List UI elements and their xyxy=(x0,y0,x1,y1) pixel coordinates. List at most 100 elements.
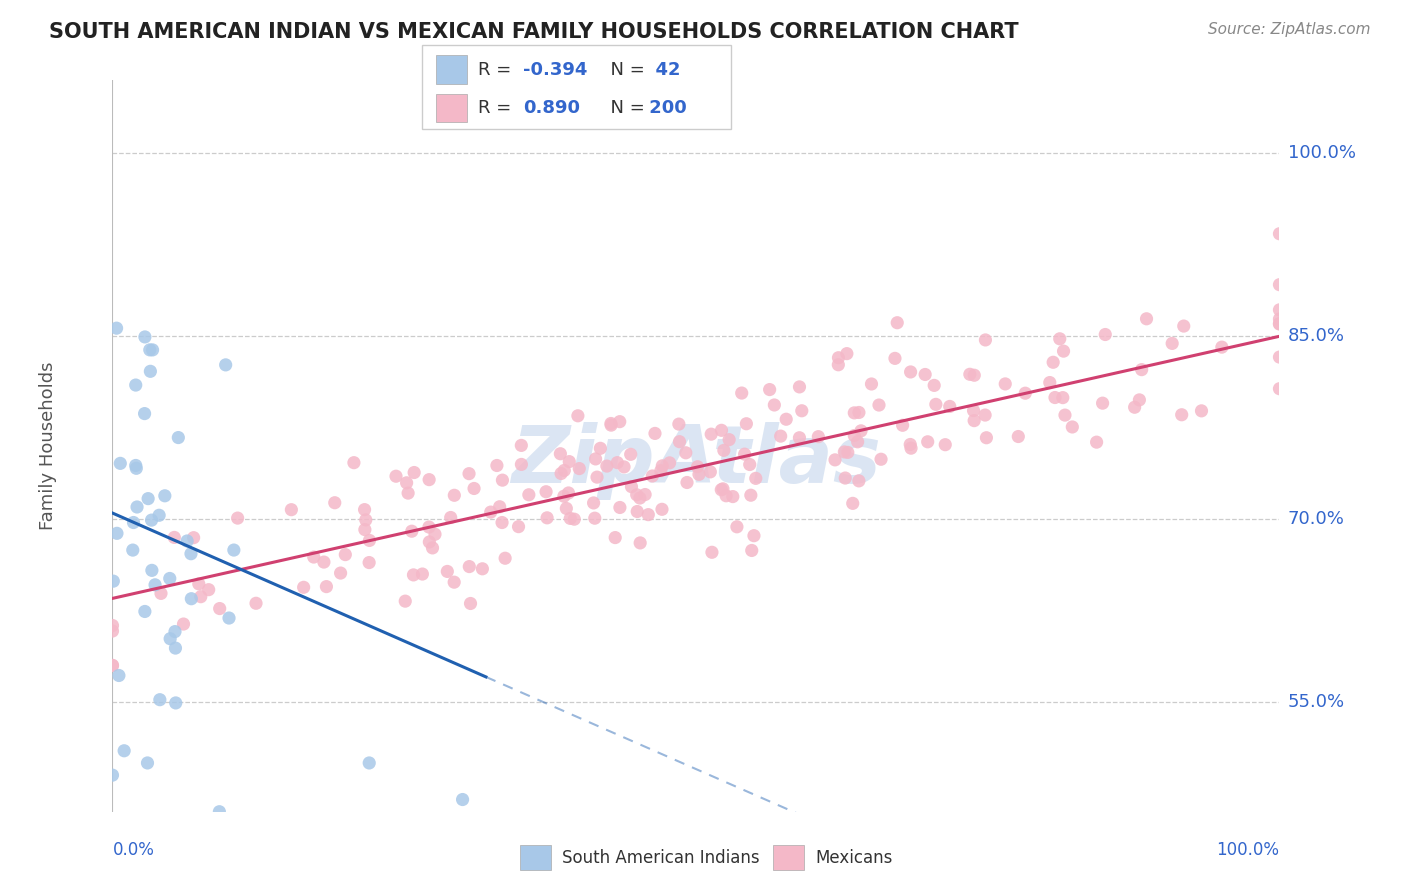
Point xyxy=(1039,376,1062,390)
Point xyxy=(149,692,172,706)
Point xyxy=(567,409,589,423)
Point xyxy=(651,502,673,516)
Point xyxy=(134,605,156,619)
Point xyxy=(558,455,581,469)
Point xyxy=(418,520,440,534)
Point xyxy=(1128,392,1150,407)
Point xyxy=(886,316,908,330)
Point xyxy=(589,442,612,456)
Point xyxy=(1052,391,1074,405)
Point xyxy=(868,398,890,412)
Point xyxy=(925,397,948,411)
Point xyxy=(125,500,148,514)
Text: 200: 200 xyxy=(643,99,686,117)
Point xyxy=(134,330,156,344)
Text: R =: R = xyxy=(478,99,523,117)
Point xyxy=(1268,382,1291,396)
Point xyxy=(354,523,377,537)
Text: 100.0%: 100.0% xyxy=(1216,841,1279,859)
Point xyxy=(1130,362,1153,376)
Point xyxy=(359,556,381,570)
Point xyxy=(1043,391,1066,405)
Point xyxy=(1191,404,1213,418)
Text: ZipAtlas: ZipAtlas xyxy=(510,422,882,500)
Point xyxy=(105,526,128,541)
Point xyxy=(626,504,648,518)
Point xyxy=(485,458,508,473)
Point xyxy=(844,428,866,442)
Point xyxy=(1094,327,1116,342)
Point xyxy=(550,467,572,481)
Point xyxy=(675,446,697,460)
Point xyxy=(1268,277,1291,292)
Point xyxy=(745,471,768,485)
Point xyxy=(1052,344,1074,359)
Point xyxy=(763,398,786,412)
Point xyxy=(658,456,681,470)
Point xyxy=(315,580,337,594)
Point xyxy=(740,488,762,502)
Point xyxy=(994,376,1017,391)
Point xyxy=(686,459,709,474)
Point xyxy=(1268,317,1291,331)
Point xyxy=(335,548,357,562)
Point xyxy=(600,417,623,431)
Point xyxy=(605,531,627,545)
Point xyxy=(190,590,212,604)
Point xyxy=(1085,435,1108,450)
Point xyxy=(488,500,510,514)
Point xyxy=(758,383,780,397)
Point xyxy=(101,658,124,673)
Point xyxy=(394,594,416,608)
Point xyxy=(651,458,673,473)
Point xyxy=(103,574,125,589)
Point xyxy=(974,408,997,422)
Point xyxy=(411,567,433,582)
Point xyxy=(165,696,187,710)
Point xyxy=(176,533,198,548)
Point xyxy=(900,365,922,379)
Point xyxy=(302,549,325,564)
Point xyxy=(959,368,981,382)
Point xyxy=(396,486,419,500)
Point xyxy=(769,429,792,443)
Point xyxy=(1135,311,1157,326)
Point xyxy=(418,535,440,549)
Point xyxy=(101,624,124,638)
Text: -0.394: -0.394 xyxy=(523,61,588,78)
Text: N =: N = xyxy=(599,99,645,117)
Point xyxy=(359,756,381,770)
Point xyxy=(711,482,734,496)
Point xyxy=(197,582,219,597)
Point xyxy=(440,510,463,524)
Point xyxy=(789,380,811,394)
Point xyxy=(510,438,533,452)
Point xyxy=(842,496,865,510)
Point xyxy=(163,530,186,544)
Point xyxy=(834,445,856,459)
Point xyxy=(938,400,960,414)
Point xyxy=(101,658,124,673)
Point xyxy=(789,431,811,445)
Point xyxy=(834,471,856,485)
Point xyxy=(292,580,315,594)
Point xyxy=(404,466,426,480)
Point xyxy=(125,458,148,473)
Point xyxy=(718,433,741,447)
Point xyxy=(125,378,148,392)
Point xyxy=(725,520,748,534)
Point xyxy=(1014,386,1036,401)
Point xyxy=(807,430,830,444)
Point xyxy=(713,443,735,458)
Point xyxy=(870,452,893,467)
Point xyxy=(846,434,869,449)
Point xyxy=(1062,420,1084,434)
Point xyxy=(153,489,176,503)
Point xyxy=(385,469,408,483)
Point xyxy=(555,501,578,516)
Point xyxy=(443,488,465,502)
Point xyxy=(491,516,513,530)
Point xyxy=(159,572,181,586)
Point xyxy=(1268,317,1291,331)
Point xyxy=(323,496,346,510)
